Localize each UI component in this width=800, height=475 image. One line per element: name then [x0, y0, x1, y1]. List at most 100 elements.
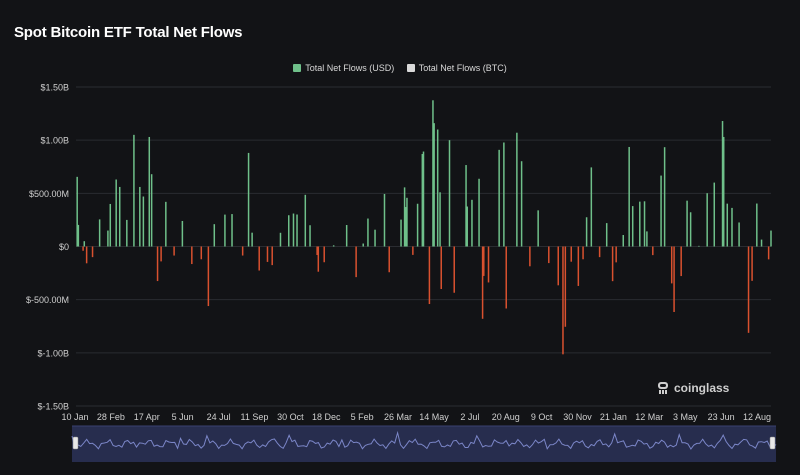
legend-label-usd: Total Net Flows (USD) [305, 63, 395, 73]
bar [345, 225, 348, 247]
bar [279, 232, 282, 247]
bar [611, 246, 614, 282]
y-tick-label: $1.50B [40, 83, 69, 93]
y-tick-label: $-500.00M [26, 295, 69, 305]
x-tick-label: 21 Jan [600, 412, 627, 422]
x-tick-label: 11 Sep [241, 412, 269, 422]
bar [191, 246, 193, 265]
x-tick-label: 2 Jul [460, 412, 479, 422]
bar [505, 246, 507, 309]
bar [582, 246, 584, 260]
bar [503, 142, 505, 247]
x-tick-label: 9 Oct [531, 412, 553, 422]
bar [362, 243, 364, 247]
bar [422, 151, 425, 247]
bar [628, 146, 630, 247]
bar [487, 246, 490, 283]
bar [304, 194, 307, 247]
bar [292, 213, 295, 247]
y-tick-label: $500.00M [29, 189, 69, 199]
bar [433, 123, 435, 247]
bar [109, 203, 112, 247]
bar [562, 246, 564, 355]
bar [483, 246, 485, 276]
bar [643, 201, 646, 247]
bar [309, 225, 311, 247]
bar [498, 149, 500, 247]
x-tick-label: 23 Jun [708, 412, 735, 422]
bar [224, 214, 226, 247]
bar [317, 246, 320, 272]
bar [631, 206, 634, 247]
bar [516, 132, 518, 247]
bar [726, 203, 729, 247]
bar [466, 206, 468, 247]
y-tick-label: $-1.00B [37, 348, 69, 358]
bar [537, 210, 539, 247]
bar [400, 219, 402, 247]
bar [251, 232, 253, 247]
bar [615, 246, 617, 263]
chart-title: Spot Bitcoin ETF Total Net Flows [14, 24, 243, 41]
watermark-text: coinglass [674, 381, 730, 395]
bar [660, 175, 662, 247]
bar [367, 218, 369, 247]
bar [756, 203, 758, 247]
x-tick-label: 20 Aug [492, 412, 520, 422]
x-tick-label: 12 Aug [743, 412, 771, 422]
bar [403, 187, 406, 247]
bar [139, 186, 141, 247]
bar [323, 246, 325, 263]
bar [577, 246, 580, 286]
bar [465, 165, 467, 247]
bar [663, 147, 666, 247]
bar [231, 214, 233, 247]
x-tick-label: 28 Feb [97, 412, 125, 422]
bar [622, 235, 625, 247]
bar [557, 246, 559, 286]
bar [76, 176, 78, 247]
bar [374, 229, 376, 247]
navigator-left-handle[interactable] [72, 436, 79, 450]
bar [133, 134, 135, 247]
bar [453, 246, 455, 293]
x-tick-label: 18 Dec [312, 412, 341, 422]
bar [247, 152, 250, 247]
chart-legend: Total Net Flows (USD) Total Net Flows (B… [0, 63, 800, 73]
y-tick-label: $-1.50B [37, 402, 69, 412]
bar [646, 231, 648, 247]
bar [686, 200, 688, 247]
bar [436, 129, 439, 247]
bar [416, 203, 419, 247]
bar [439, 192, 441, 247]
bar [406, 197, 408, 247]
bar [115, 179, 117, 247]
bar [713, 182, 716, 247]
bar [77, 224, 80, 247]
bar [181, 220, 184, 247]
bar [296, 214, 298, 247]
legend-label-btc: Total Net Flows (BTC) [418, 63, 507, 73]
bar [706, 193, 708, 247]
coinglass-watermark: coinglass [656, 381, 729, 395]
x-tick-label: 30 Oct [277, 412, 304, 422]
bar [570, 246, 572, 262]
bar [173, 246, 175, 256]
bar [118, 186, 121, 247]
bar [271, 246, 273, 266]
legend-item-usd[interactable]: Total Net Flows (USD) [293, 63, 394, 73]
bar [332, 245, 335, 247]
legend-item-btc[interactable]: Total Net Flows (BTC) [406, 63, 507, 73]
navigator-right-handle[interactable] [769, 436, 776, 450]
bar [471, 199, 473, 247]
bar [738, 222, 740, 247]
bar [165, 201, 167, 247]
y-tick-label: $1.00B [40, 136, 69, 146]
bar [142, 196, 145, 247]
x-tick-label: 17 Apr [134, 412, 160, 422]
bar [698, 245, 700, 247]
bar [241, 246, 244, 256]
bar [82, 246, 84, 251]
bar [388, 246, 390, 273]
y-tick-label: $0 [59, 242, 69, 252]
